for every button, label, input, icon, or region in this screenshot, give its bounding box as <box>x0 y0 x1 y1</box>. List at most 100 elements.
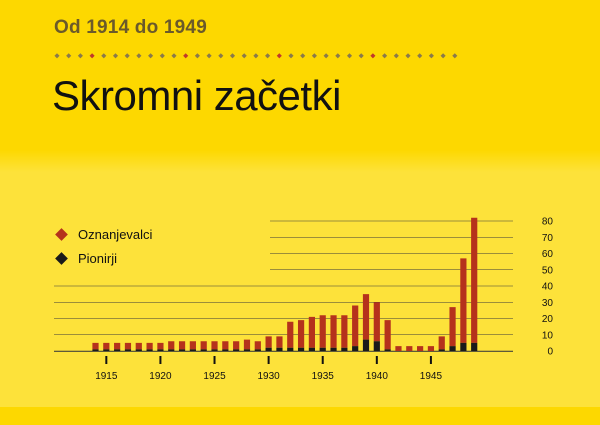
bar-pionirji <box>103 349 110 351</box>
bar-oznanjevalci <box>438 336 445 350</box>
bar-oznanjevalci <box>308 316 315 348</box>
bar-pionirji <box>135 349 142 351</box>
bar-pionirji <box>211 349 218 351</box>
bar-oznanjevalci <box>471 217 478 343</box>
bar-pionirji <box>471 342 478 351</box>
bar-pionirji <box>460 342 467 351</box>
bar-pionirji <box>189 349 196 351</box>
bar-pionirji <box>341 347 348 351</box>
bar-oznanjevalci <box>460 258 467 343</box>
bar-oznanjevalci <box>222 341 229 350</box>
y-tick-label: 70 <box>542 233 554 244</box>
y-tick-label: 0 <box>547 347 553 358</box>
x-tick-label: 1920 <box>149 371 172 382</box>
bar-oznanjevalci <box>362 294 370 340</box>
bar-pionirji <box>254 349 261 351</box>
bar-pionirji <box>265 347 272 351</box>
bar-pionirji <box>438 349 445 351</box>
bar-pionirji <box>146 349 153 351</box>
bar-pionirji <box>114 349 121 351</box>
y-tick-label: 80 <box>542 217 554 228</box>
bar-pionirji <box>233 349 240 351</box>
bar-oznanjevalci <box>243 339 251 350</box>
header-band-edge <box>0 150 600 172</box>
bar-pionirji <box>92 349 99 351</box>
legend-label-oznanjevalci: Oznanjevalci <box>78 226 153 242</box>
bar-pionirji <box>384 349 391 351</box>
bar-oznanjevalci <box>449 307 456 347</box>
bar-oznanjevalci <box>265 336 272 348</box>
divider-dot <box>300 53 306 59</box>
bar-oznanjevalci <box>124 342 132 350</box>
bar-oznanjevalci <box>200 341 207 350</box>
y-tick-label: 20 <box>542 314 554 325</box>
dotted-divider <box>54 53 458 59</box>
x-tick-label: 1935 <box>312 371 335 382</box>
footer-band <box>0 407 600 425</box>
divider-dot <box>417 53 423 59</box>
bar-oznanjevalci <box>178 341 186 350</box>
legend-item-oznanjevalci: Oznanjevalci <box>54 222 152 246</box>
y-tick-label: 50 <box>542 265 554 276</box>
bar-pionirji <box>178 349 186 351</box>
y-tick-label: 60 <box>542 249 554 260</box>
header-band <box>0 0 600 160</box>
divider-dot <box>136 53 142 59</box>
divider-dot <box>89 53 95 59</box>
bar-oznanjevalci <box>233 341 240 350</box>
bar-oznanjevalci <box>319 315 326 348</box>
bar-oznanjevalci <box>157 342 164 350</box>
bar-oznanjevalci <box>341 315 348 348</box>
bar-oznanjevalci <box>352 305 359 347</box>
bar-oznanjevalci <box>146 342 153 350</box>
bar-oznanjevalci <box>276 336 283 348</box>
page-title: Skromni začetki <box>52 72 341 119</box>
divider-dot <box>276 53 282 59</box>
bar-pionirji <box>222 349 229 351</box>
bar-pionirji <box>449 346 456 351</box>
bar-pionirji <box>168 349 175 351</box>
subtitle: Od 1914 do 1949 <box>54 17 207 38</box>
bar-oznanjevalci <box>384 320 391 350</box>
bar-pionirji <box>157 349 164 351</box>
bar-oznanjevalci <box>287 321 294 348</box>
bar-oznanjevalci <box>168 341 175 350</box>
bar-pionirji <box>243 349 251 351</box>
bar-oznanjevalci <box>330 315 337 348</box>
divider-dot <box>382 53 388 59</box>
bar-oznanjevalci <box>406 346 413 351</box>
bar-oznanjevalci <box>373 302 380 342</box>
bar-oznanjevalci <box>189 341 196 350</box>
bar-oznanjevalci <box>114 342 121 350</box>
bar-pionirji <box>330 347 337 351</box>
bar-pionirji <box>362 339 370 351</box>
bar-pionirji <box>297 347 305 351</box>
bar-oznanjevalci <box>417 346 424 351</box>
bar-pionirji <box>124 349 132 351</box>
divider-dot <box>440 53 446 59</box>
chart-legend: Oznanjevalci Pionirji <box>54 222 152 270</box>
x-tick-label: 1945 <box>420 371 443 382</box>
divider-dot <box>358 53 364 59</box>
bar-oznanjevalci <box>427 346 435 351</box>
bar-pionirji <box>373 341 380 351</box>
bar-pionirji <box>287 347 294 351</box>
bar-pionirji <box>276 347 283 351</box>
y-tick-label: 40 <box>542 282 554 293</box>
bar-pionirji <box>308 347 315 351</box>
divider-dot <box>112 53 119 59</box>
bar-oznanjevalci <box>395 346 402 351</box>
x-tick-label: 1915 <box>95 371 118 382</box>
bar-pionirji <box>352 346 359 351</box>
bar-oznanjevalci <box>135 342 142 350</box>
divider-dot <box>253 53 259 59</box>
y-tick-label: 30 <box>542 298 554 309</box>
legend-label-pionirji: Pionirji <box>78 250 118 266</box>
bar-oznanjevalci <box>103 342 110 350</box>
bar-oznanjevalci <box>254 341 261 350</box>
y-tick-label: 10 <box>542 330 554 341</box>
bar-oznanjevalci <box>211 341 218 350</box>
bar-oznanjevalci <box>92 342 99 350</box>
bar-oznanjevalci <box>297 320 305 348</box>
